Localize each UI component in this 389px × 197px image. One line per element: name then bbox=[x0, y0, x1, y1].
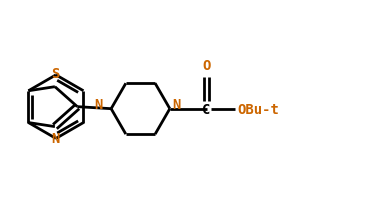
Text: OBu-t: OBu-t bbox=[237, 102, 279, 116]
Text: S: S bbox=[51, 67, 60, 81]
Text: N: N bbox=[94, 98, 102, 112]
Text: O: O bbox=[202, 59, 211, 73]
Text: N: N bbox=[172, 98, 180, 112]
Text: N: N bbox=[51, 132, 60, 146]
Text: C: C bbox=[202, 102, 211, 116]
